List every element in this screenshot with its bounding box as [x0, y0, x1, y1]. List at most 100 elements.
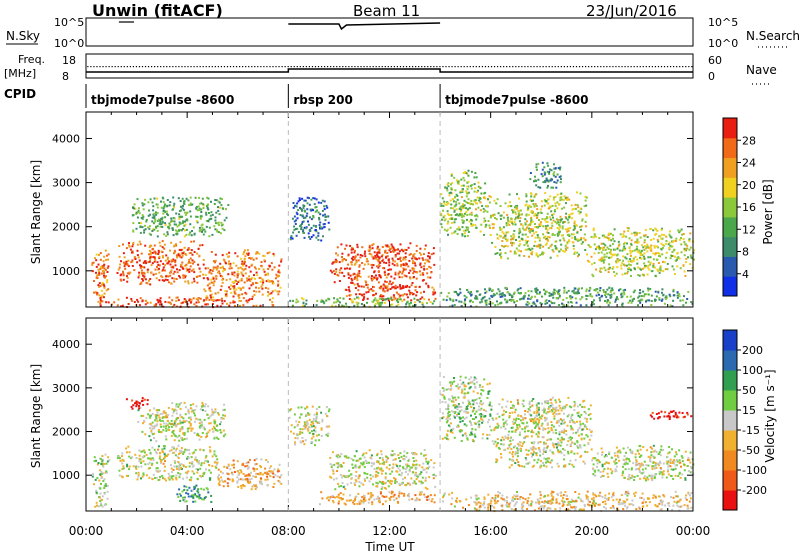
scatter-point: [232, 459, 235, 462]
nave-dot: [518, 66, 520, 68]
scatter-point: [639, 252, 642, 255]
scatter-point: [122, 261, 125, 264]
scatter-point: [172, 423, 175, 426]
scatter-point: [314, 420, 317, 423]
scatter-point: [119, 278, 122, 281]
scatter-point: [120, 273, 123, 276]
scatter-point: [450, 183, 452, 186]
scatter-point: [160, 223, 163, 226]
scatter-point: [161, 246, 164, 249]
scatter-point: [167, 453, 170, 456]
scatter-point: [486, 204, 488, 207]
scatter-point: [168, 422, 171, 425]
scatter-point: [306, 196, 309, 199]
colorbar-swatch: [723, 137, 737, 159]
scatter-point: [170, 269, 173, 272]
scatter-point: [520, 297, 523, 300]
scatter-point: [344, 267, 346, 270]
scatter-point: [357, 284, 360, 287]
scatter-point: [548, 236, 551, 239]
scatter-point: [527, 297, 529, 300]
scatter-point: [559, 226, 562, 229]
scatter-point: [128, 451, 131, 454]
scatter-point: [180, 450, 183, 453]
nave-dot: [509, 66, 511, 68]
scatter-point: [403, 293, 406, 296]
scatter-point: [320, 428, 323, 431]
scatter-point: [240, 471, 243, 474]
scatter-point: [150, 244, 153, 247]
scatter-point: [537, 212, 540, 215]
scatter-point: [580, 242, 583, 245]
scatter-point: [676, 296, 679, 299]
nave-dot: [539, 66, 541, 68]
scatter-point: [158, 241, 161, 244]
scatter-point: [673, 239, 676, 242]
scatter-point: [675, 237, 678, 240]
scatter-point: [188, 486, 191, 489]
scatter-point: [649, 246, 652, 249]
scatter-point: [529, 198, 532, 201]
scatter-point: [228, 304, 231, 307]
scatter-point: [406, 452, 409, 455]
scatter-point: [534, 214, 537, 217]
scatter-point: [413, 452, 416, 455]
scatter-point: [567, 227, 570, 230]
scatter-point: [395, 248, 398, 251]
scatter-point: [388, 264, 391, 267]
scatter-point: [501, 231, 504, 234]
scatter-point: [629, 254, 632, 257]
scatter-point: [353, 278, 356, 280]
scatter-point: [428, 476, 431, 479]
scatter-point: [139, 297, 142, 300]
scatter-point: [389, 268, 392, 271]
scatter-point: [389, 305, 392, 308]
scatter-point: [328, 298, 331, 301]
scatter-point: [331, 262, 334, 265]
scatter-point: [590, 235, 593, 238]
scatter-point: [592, 236, 595, 239]
scatter-point: [231, 273, 234, 276]
scatter-point: [341, 252, 344, 255]
colorbar-tick-label: 12: [742, 223, 756, 236]
scatter-point: [173, 217, 176, 220]
colorbar-tick-label: 24: [742, 157, 756, 170]
scatter-point: [515, 205, 518, 208]
power-scatter: [91, 161, 695, 309]
nave-dot: [239, 66, 241, 68]
scatter-point: [646, 250, 649, 253]
scatter-point: [456, 213, 458, 216]
scatter-point: [387, 269, 390, 271]
scatter-point: [356, 279, 359, 282]
scatter-point: [470, 170, 473, 173]
scatter-point: [540, 173, 543, 176]
scatter-point: [233, 281, 236, 283]
scatter-point: [497, 303, 500, 306]
scatter-point: [629, 264, 632, 267]
scatter-point: [470, 213, 473, 216]
scatter-point: [605, 236, 608, 239]
scatter-point: [456, 195, 459, 197]
scatter-point: [154, 451, 157, 454]
scatter-point: [525, 195, 528, 198]
scatter-point: [102, 463, 105, 465]
scatter-point: [683, 254, 686, 257]
scatter-point: [182, 221, 184, 224]
scatter-point: [322, 226, 325, 229]
scatter-point: [475, 226, 478, 229]
scatter-point: [386, 297, 389, 300]
scatter-point: [571, 296, 574, 299]
scatter-point: [551, 204, 554, 207]
scatter-point: [383, 261, 386, 264]
scatter-point: [509, 201, 512, 204]
cpid-segment-label: tbjmode7pulse -8600: [91, 93, 234, 107]
scatter-point: [415, 294, 418, 297]
scatter-point: [618, 259, 621, 262]
scatter-point: [463, 199, 466, 202]
scatter-point: [480, 300, 483, 303]
scatter-point: [559, 239, 562, 242]
scatter-point: [539, 221, 542, 224]
scatter-point: [178, 224, 181, 227]
scatter-point: [303, 226, 306, 229]
scatter-point: [349, 244, 352, 247]
